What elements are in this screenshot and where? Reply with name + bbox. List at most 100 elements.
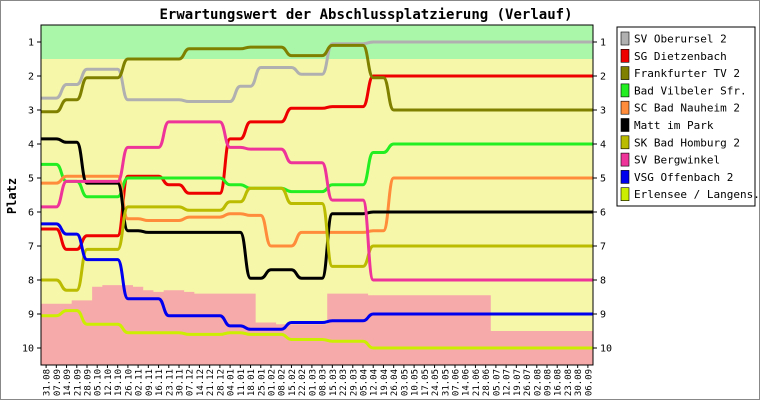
x-tick-label: 22.03 (339, 369, 349, 396)
legend-box (616, 26, 756, 207)
x-tick-label: 21.06 (472, 369, 482, 396)
y-tick-label-left: 4 (28, 140, 34, 151)
x-axis-ticks: 31.08 07.09 14.09 21.09 28.09 05.10 12.10 19.10… (43, 365, 594, 396)
x-tick-label: 17.05 (421, 369, 431, 396)
x-tick-label: 28.09 (84, 369, 94, 396)
x-tick-label: 26.07 (523, 369, 533, 396)
x-tick-label: 14.09 (63, 369, 73, 396)
y-tick-label-left: 3 (28, 106, 34, 117)
x-tick-label: 16.08 (554, 369, 564, 396)
y-tick-label-right: 1 (600, 38, 606, 49)
x-tick-label: 02.11 (135, 369, 145, 396)
x-tick-label: 18.01 (247, 369, 257, 396)
y-tick-label-left: 7 (28, 242, 34, 253)
legend-swatch-7 (620, 135, 630, 150)
x-tick-label: 05.07 (492, 369, 502, 396)
x-tick-label: 07.06 (452, 369, 462, 396)
y-tick-label-right: 5 (600, 174, 606, 185)
legend-label-6: Matt im Park (634, 119, 714, 132)
y-tick-label-right: 8 (600, 276, 606, 287)
background-bands (41, 25, 593, 365)
legend-label-5: SC Bad Nauheim 2 (634, 102, 740, 115)
x-tick-label: 21.12 (206, 369, 216, 396)
x-tick-label: 14.06 (462, 369, 472, 396)
x-tick-label: 05.10 (94, 369, 104, 396)
x-tick-label: 12.04 (370, 369, 380, 396)
x-tick-label: 08.03 (319, 369, 329, 396)
x-tick-label: 24.05 (431, 369, 441, 396)
x-tick-label: 02.08 (533, 369, 543, 396)
legend: SV Oberursel 2 SG Dietzenbach Frankfurter … (616, 26, 760, 207)
y-tick-label-left: 9 (28, 310, 34, 321)
y-tick-label-left: 2 (28, 72, 34, 83)
legend-label-2: SG Dietzenbach (634, 50, 727, 63)
x-tick-label: 12.07 (503, 369, 513, 396)
x-tick-label: 19.04 (380, 369, 390, 396)
y-tick-label-right: 9 (600, 310, 606, 321)
x-tick-label: 19.10 (114, 369, 124, 396)
y-tick-label-right: 2 (600, 72, 606, 83)
x-tick-label: 29.03 (349, 369, 359, 396)
x-tick-label: 31.05 (441, 369, 451, 396)
x-tick-label: 26.04 (390, 369, 400, 396)
y-tick-label-right: 4 (600, 140, 606, 151)
x-tick-label: 30.08 (574, 369, 584, 396)
x-tick-label: 15.03 (329, 369, 339, 396)
legend-swatch-4 (620, 83, 630, 98)
series-line-6 (41, 137, 593, 280)
x-tick-label: 15.02 (288, 369, 298, 396)
y-tick-label-right: 6 (600, 208, 606, 219)
x-tick-label: 23.11 (165, 369, 175, 396)
series-line-9 (41, 222, 593, 331)
x-tick-label: 09.08 (544, 369, 554, 396)
legend-swatch-2 (620, 48, 630, 63)
x-tick-label: 21.09 (73, 369, 83, 396)
x-tick-label: 25.01 (257, 369, 267, 396)
y-axis-ticks: 1 1 2 2 3 3 4 4 5 5 6 6 7 7 8 8 9 9 10 10 (22, 38, 612, 355)
x-tick-label: 03.05 (400, 369, 410, 396)
x-tick-label: 09.11 (145, 369, 155, 396)
x-tick-label: 05.04 (360, 369, 370, 396)
legend-swatch-10 (620, 187, 630, 201)
x-tick-label: 23.08 (564, 369, 574, 396)
series-line-5 (41, 174, 593, 248)
legend-swatch-1 (620, 31, 630, 46)
legend-label-9: VSG Offenbach 2 (634, 171, 733, 184)
legend-label-3: Frankfurter TV 2 (634, 67, 740, 80)
legend-label-8: SV Bergwinkel (634, 154, 720, 167)
band-bottom (41, 285, 593, 365)
legend-label-10: Erlensee / Langens. (634, 188, 760, 201)
x-tick-label: 16.11 (155, 369, 165, 396)
x-tick-label: 22.02 (298, 369, 308, 396)
x-tick-label: 07.12 (186, 369, 196, 396)
legend-swatch-8 (620, 152, 630, 167)
y-tick-label-right: 10 (600, 344, 612, 355)
x-tick-label: 08.02 (278, 369, 288, 396)
x-tick-label: 10.05 (411, 369, 421, 396)
x-tick-label: 06.09 (584, 369, 594, 396)
y-tick-label-right: 3 (600, 106, 606, 117)
x-tick-label: 07.09 (53, 369, 63, 396)
legend-swatch-6 (620, 118, 630, 132)
y-axis-label: Platz (5, 178, 19, 214)
x-tick-label: 30.11 (176, 369, 186, 396)
series-line-1 (41, 40, 593, 103)
y-tick-label-left: 6 (28, 208, 34, 219)
y-tick-label-left: 8 (28, 276, 34, 287)
legend-swatch-5 (620, 100, 630, 115)
x-tick-label: 11.01 (237, 369, 247, 396)
series-line-4 (41, 142, 593, 199)
legend-label-1: SV Oberursel 2 (634, 33, 727, 46)
x-tick-label: 28.06 (482, 369, 492, 396)
series-line-2 (41, 74, 593, 251)
x-tick-label: 14.12 (196, 369, 206, 396)
x-tick-label: 01.02 (268, 369, 278, 396)
x-tick-label: 31.08 (43, 369, 53, 396)
series-line-10 (41, 309, 593, 350)
x-tick-label: 01.03 (308, 369, 318, 396)
x-tick-label: 19.07 (513, 369, 523, 396)
y-tick-label-left: 5 (28, 174, 34, 185)
legend-label-4: Bad Vilbeler Sfr. (634, 84, 747, 97)
